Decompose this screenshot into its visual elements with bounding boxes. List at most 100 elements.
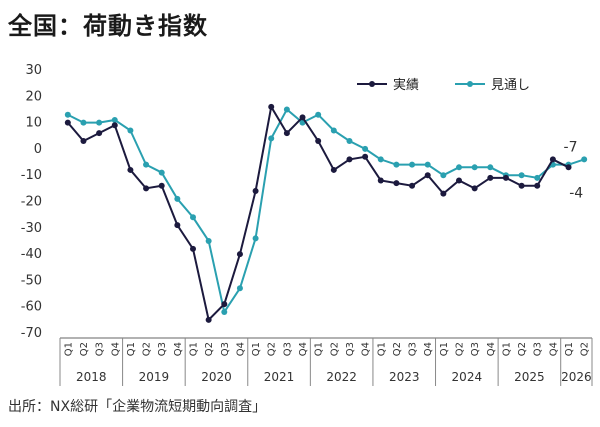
x-tick-label-year: 2020 <box>201 370 232 384</box>
data-point-actual <box>80 138 87 145</box>
data-point-forecast <box>440 172 447 179</box>
y-tick-label: -30 <box>21 221 42 236</box>
data-point-forecast <box>283 106 290 113</box>
data-point-actual <box>440 190 447 197</box>
x-tick-label-quarter: Q2 <box>329 342 340 356</box>
x-tick-label-quarter: Q3 <box>220 342 231 356</box>
data-point-actual <box>471 185 478 192</box>
data-point-actual <box>111 122 118 129</box>
x-tick-label-quarter: Q4 <box>173 342 184 356</box>
data-point-actual <box>315 138 322 145</box>
y-tick-label: 10 <box>25 116 42 131</box>
y-tick-label: 30 <box>25 63 42 78</box>
y-tick-label: -70 <box>21 326 42 341</box>
data-point-actual <box>205 316 212 323</box>
data-point-forecast <box>534 174 541 181</box>
x-tick-label-quarter: Q3 <box>408 342 419 356</box>
data-point-actual <box>174 222 181 229</box>
data-point-actual <box>221 301 228 308</box>
x-tick-label-quarter: Q1 <box>376 342 387 356</box>
data-point-actual <box>236 251 243 258</box>
data-point-actual <box>518 182 525 189</box>
x-tick-label-quarter: Q3 <box>345 342 356 356</box>
x-tick-label-quarter: Q3 <box>533 342 544 356</box>
data-point-forecast <box>64 111 71 118</box>
data-point-forecast <box>80 119 87 126</box>
x-tick-label-quarter: Q4 <box>486 342 497 356</box>
data-point-actual <box>96 130 103 137</box>
data-point-forecast <box>456 164 462 171</box>
data-point-actual <box>143 185 150 192</box>
y-tick-label: -10 <box>21 168 42 183</box>
x-tick-label-year: 2023 <box>389 370 420 384</box>
x-tick-label-quarter: Q1 <box>189 342 200 356</box>
data-point-actual <box>456 177 462 184</box>
data-point-forecast <box>581 156 588 163</box>
x-tick-label-quarter: Q1 <box>63 342 74 356</box>
x-tick-label-year: 2025 <box>514 370 545 384</box>
data-point-actual <box>346 156 353 163</box>
data-point-actual <box>158 182 165 189</box>
data-point-actual <box>330 166 337 173</box>
data-point-forecast <box>190 214 196 221</box>
data-point-actual <box>190 245 196 252</box>
x-tick-label-quarter: Q2 <box>580 342 591 356</box>
y-tick-label: -50 <box>21 273 42 288</box>
x-tick-label-quarter: Q1 <box>439 342 450 356</box>
data-point-forecast <box>111 116 118 123</box>
legend-label: 見通し <box>491 78 530 93</box>
data-point-forecast <box>143 161 150 168</box>
series-lines <box>64 103 588 323</box>
data-point-actual <box>502 174 509 181</box>
data-point-forecast <box>518 172 525 179</box>
x-tick-label-year: 2022 <box>326 370 357 384</box>
y-tick-label: -40 <box>21 247 42 262</box>
data-point-actual <box>127 166 134 173</box>
x-tick-label-quarter: Q4 <box>235 342 246 356</box>
x-tick-label-quarter: Q4 <box>548 342 559 356</box>
end-value-label-actual: -7 <box>564 139 578 155</box>
data-point-forecast <box>174 195 181 202</box>
legend-marker <box>369 81 375 87</box>
annotations: -7 -4 <box>564 139 584 201</box>
legend-marker <box>467 81 473 87</box>
x-tick-label-quarter: Q3 <box>470 342 481 356</box>
data-point-forecast <box>96 119 103 126</box>
data-point-forecast <box>409 161 416 168</box>
data-point-forecast <box>346 138 353 145</box>
data-point-actual <box>362 153 369 160</box>
x-tick-label-quarter: Q2 <box>267 342 278 356</box>
data-point-forecast <box>252 235 259 242</box>
data-point-forecast <box>424 161 431 168</box>
data-point-actual <box>409 182 416 189</box>
data-point-actual <box>283 130 290 137</box>
legend: 実績 見通し <box>357 77 530 93</box>
series-line-forecast <box>67 107 585 315</box>
x-tick-label-quarter: Q4 <box>110 342 121 356</box>
x-tick-label-quarter: Q3 <box>282 342 293 356</box>
x-tick-label-quarter: Q3 <box>95 342 106 356</box>
x-tick-label-quarter: Q1 <box>314 342 325 356</box>
data-point-forecast <box>268 135 275 142</box>
x-tick-label-quarter: Q1 <box>126 342 137 356</box>
y-tick-label: 20 <box>25 89 42 104</box>
x-tick-label-quarter: Q1 <box>251 342 262 356</box>
x-tick-label-year: 2018 <box>76 370 107 384</box>
data-point-forecast <box>362 145 369 152</box>
data-point-actual <box>299 114 306 121</box>
data-point-forecast <box>315 111 322 118</box>
x-axis: Q1 Q2 Q3 Q4 Q1 Q2 Q3 Q4 Q1 Q2 Q3 Q4 Q1 Q2 Q3 Q4 Q1 Q2 Q3 Q4… <box>59 337 593 386</box>
x-tick-label-quarter: Q1 <box>501 342 512 356</box>
data-point-actual <box>377 177 384 184</box>
data-point-forecast <box>221 308 228 315</box>
x-tick-label-quarter: Q1 <box>564 342 575 356</box>
x-tick-label-quarter: Q2 <box>204 342 215 356</box>
data-point-actual <box>424 172 431 179</box>
x-tick-label-quarter: Q3 <box>157 342 168 356</box>
legend-label: 実績 <box>393 77 419 93</box>
y-axis: 30 20 10 0 -10 -20 -30 -40 -50 -60 -70 <box>21 63 42 341</box>
data-point-actual <box>64 119 71 126</box>
data-point-actual <box>487 174 494 181</box>
x-tick-label-year: 2024 <box>452 370 483 384</box>
data-point-forecast <box>487 164 494 171</box>
